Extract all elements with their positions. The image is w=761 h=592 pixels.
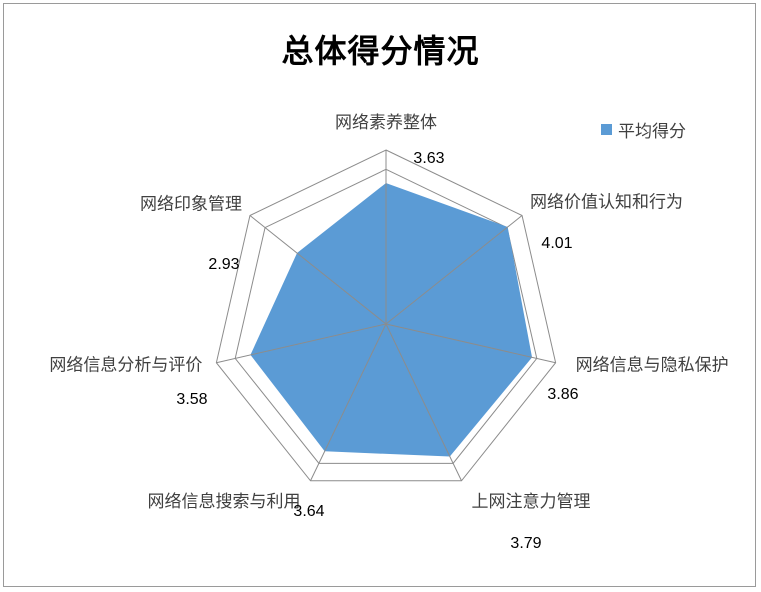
spoke-3: [385, 323, 462, 481]
legend-label: 平均得分: [618, 122, 686, 142]
spoke-4: [310, 323, 387, 481]
axis-label-2: 网络信息与隐私保护: [576, 356, 729, 376]
grid-ring-0: [234, 168, 538, 464]
data-label-3: 3.79: [510, 535, 541, 552]
legend: 平均得分: [601, 117, 686, 142]
spoke-2: [385, 323, 556, 364]
data-label-4: 3.64: [293, 503, 324, 520]
axis-label-5: 网络信息分析与评价: [49, 356, 202, 376]
spoke-6: [249, 215, 387, 325]
axis-label-1: 网络价值认知和行为: [530, 193, 683, 213]
data-label-0: 3.63: [413, 150, 444, 167]
grid-ring-1: [215, 149, 557, 482]
data-label-2: 3.86: [547, 386, 578, 403]
axis-label-0: 网络素养整体: [335, 113, 437, 133]
axis-label-4: 网络信息搜索与利用: [148, 492, 301, 512]
legend-swatch: [601, 124, 612, 135]
chart-title: 总体得分情况: [281, 32, 480, 70]
data-label-5: 3.58: [176, 391, 207, 408]
axis-label-6: 网络印象管理: [140, 195, 242, 215]
spoke-5: [216, 323, 387, 364]
data-label-1: 4.01: [541, 235, 572, 252]
data-label-6: 2.93: [208, 256, 239, 273]
axis-label-3: 上网注意力管理: [471, 492, 590, 512]
spoke-1: [385, 215, 523, 325]
